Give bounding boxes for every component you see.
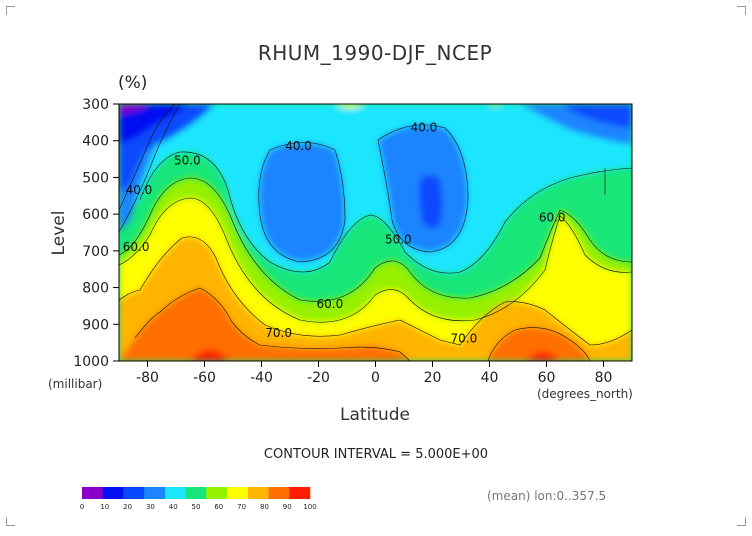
colorbar-swatch (289, 487, 311, 499)
colorbar-swatch (82, 487, 104, 499)
y-tick-label: 1000 (73, 354, 109, 370)
contour-value-label: 60.0 (123, 240, 150, 254)
colorbar-tick-label: 40 (169, 503, 178, 511)
corner-mark-top-left (6, 6, 15, 15)
colorbar-tick-label: 20 (123, 503, 132, 511)
colorbar-swatch (247, 487, 269, 499)
contour-interval-text: CONTOUR INTERVAL = 5.000E+00 (264, 447, 488, 462)
corner-mark-top-right (737, 6, 746, 15)
x-tick-label: 0 (371, 370, 380, 386)
colorbar-tick-label: 0 (80, 503, 84, 511)
colorbar: 0 10 20 30 40 50 60 70 80 90 100 (80, 487, 317, 511)
colorbar-swatch (123, 487, 145, 499)
colorbar-tick-label: 60 (214, 503, 223, 511)
x-tick-label: -20 (307, 370, 330, 386)
colorbar-swatch (164, 487, 186, 499)
x-tick-label: 20 (424, 370, 442, 386)
colorbar-tick-label: 80 (260, 503, 269, 511)
y-tick-label: 600 (82, 207, 109, 223)
contour-fill (119, 104, 632, 361)
y-tick-label: 800 (82, 281, 109, 297)
contour-value-label: 70.0 (265, 326, 292, 340)
colorbar-swatch (227, 487, 249, 499)
y-tick-label: 300 (82, 97, 109, 113)
y-tick-label: 400 (82, 134, 109, 150)
chart-title: RHUM_1990-DJF_NCEP (258, 41, 492, 65)
contour-value-label: 50.0 (385, 233, 412, 247)
contour-value-label: 60.0 (317, 297, 344, 311)
x-axis-units: (degrees_north) (537, 387, 633, 401)
contour-value-label: 40.0 (126, 183, 153, 197)
x-tick-label: 60 (538, 370, 556, 386)
colorbar-tick-label: 10 (100, 503, 109, 511)
colorbar-tick-label: 50 (192, 503, 201, 511)
contour-value-label: 50.0 (174, 154, 201, 168)
contour-value-label: 40.0 (285, 139, 312, 153)
colorbar-swatch (185, 487, 207, 499)
x-tick-label: -80 (136, 370, 159, 386)
x-tick-label: -40 (250, 370, 273, 386)
colorbar-swatch (144, 487, 166, 499)
y-axis-label: Level (49, 211, 69, 256)
contour-value-label: 70.0 (450, 332, 477, 346)
x-axis-label: Latitude (340, 405, 410, 425)
x-tick-label: 40 (481, 370, 499, 386)
y-axis-units: (millibar) (48, 377, 102, 391)
corner-mark-bottom-left (6, 517, 15, 526)
units-label: (%) (118, 73, 147, 93)
footnote-text: (mean) lon:0..357.5 (487, 489, 606, 503)
x-axis: -80 -60 -40 -20 0 20 40 60 80 (136, 361, 612, 386)
corner-mark-bottom-right (737, 517, 746, 526)
y-tick-label: 900 (82, 317, 109, 333)
x-tick-label: -60 (193, 370, 216, 386)
colorbar-tick-label: 90 (283, 503, 292, 511)
contour-value-label: 40.0 (411, 121, 438, 135)
y-axis: 300 400 500 600 700 800 900 1000 (73, 97, 119, 370)
colorbar-tick-label: 100 (303, 503, 316, 511)
colorbar-tick-label: 70 (237, 503, 246, 511)
y-tick-label: 700 (82, 244, 109, 260)
contour-value-label: 60.0 (539, 210, 566, 224)
x-tick-label: 80 (595, 370, 613, 386)
y-tick-label: 500 (82, 170, 109, 186)
colorbar-swatch (268, 487, 290, 499)
colorbar-swatch (102, 487, 124, 499)
colorbar-tick-label: 30 (146, 503, 155, 511)
contour-labels: 40.0 40.0 50.0 40.0 60.0 50.0 60.0 70.0 60.0 70.0 (123, 121, 566, 346)
colorbar-swatch (206, 487, 228, 499)
